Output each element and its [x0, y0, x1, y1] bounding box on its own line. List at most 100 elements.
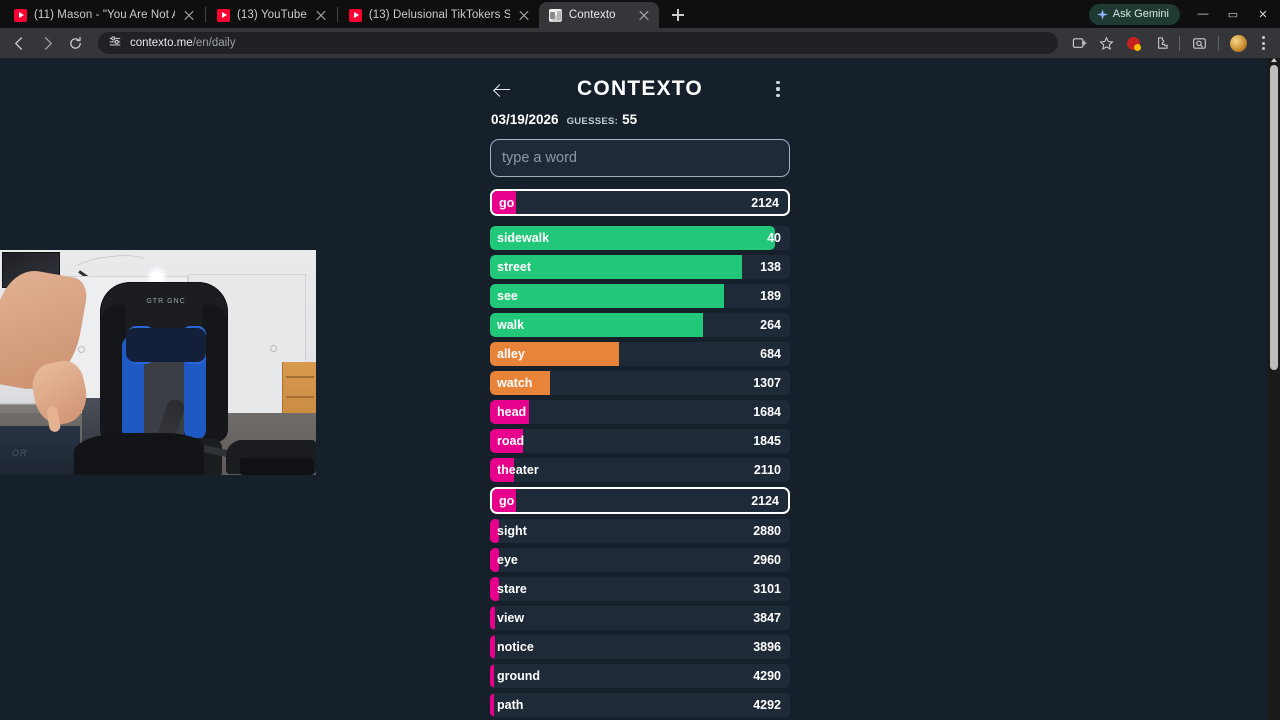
url-path: /en/daily — [192, 37, 236, 49]
url-text: contexto.me/en/daily — [130, 37, 236, 49]
scrollbar-thumb[interactable] — [1270, 65, 1278, 370]
guess-word: go — [499, 195, 515, 210]
url-domain: contexto.me — [130, 37, 193, 49]
guess-bar — [490, 400, 529, 424]
guess-rank: 1684 — [753, 405, 781, 419]
guess-bar — [490, 255, 742, 279]
guess-bar — [490, 458, 514, 482]
guess-bar — [490, 519, 499, 543]
guess-word: street — [497, 260, 532, 274]
back-icon[interactable] — [6, 30, 32, 56]
guess-bar — [490, 226, 775, 250]
address-bar[interactable]: contexto.me/en/daily — [98, 32, 1058, 54]
browser-tab-2[interactable]: (13) Delusional TikTokers Scam — [339, 2, 539, 28]
close-window-button[interactable]: ✕ — [1258, 8, 1268, 21]
site-settings-icon[interactable] — [108, 34, 122, 53]
guess-bar — [490, 664, 495, 688]
guess-bar — [490, 577, 499, 601]
guess-rank: 2110 — [753, 463, 781, 477]
extension-notification-icon[interactable] — [1120, 30, 1146, 56]
maximize-button[interactable]: ▭ — [1227, 8, 1239, 21]
browser-tab-1[interactable]: (13) YouTube — [207, 2, 336, 28]
guess-word: theater — [497, 463, 539, 477]
guess-word: ground — [497, 669, 541, 683]
guess-rank: 189 — [760, 289, 781, 303]
guess-rank: 3896 — [753, 640, 781, 654]
guess-word: stare — [497, 582, 527, 596]
search-tabs-icon[interactable] — [1186, 30, 1212, 56]
guess-bar — [490, 371, 550, 395]
guess-row: watch 1307 — [490, 371, 790, 395]
guess-row: sight 2880 — [490, 519, 790, 543]
profile-avatar[interactable] — [1225, 30, 1251, 56]
window-controls: Ask Gemini — ▭ ✕ — [1088, 0, 1280, 28]
youtube-favicon-icon — [217, 8, 230, 22]
guess-bar — [490, 548, 499, 572]
reload-icon[interactable] — [62, 30, 88, 56]
browser-tab-0[interactable]: (11) Mason - "You Are Not Alon — [4, 2, 204, 28]
guess-word: go — [499, 493, 515, 508]
guess-row: see 189 — [490, 284, 790, 308]
browser-tab-contexto[interactable]: Contexto — [538, 2, 659, 28]
back-arrow-icon[interactable] — [490, 77, 514, 101]
guess-row: notice 3896 — [490, 635, 790, 659]
tab-title: (11) Mason - "You Are Not Alon — [34, 9, 175, 21]
guess-rank: 684 — [760, 347, 781, 361]
page-viewport: CONTEXTO 03/19/2026 GUESSES: 55 go 2124 — [0, 58, 1280, 720]
chair-logo: GTR GNC — [146, 298, 186, 305]
guess-word: road — [497, 434, 525, 448]
youtube-favicon-icon — [348, 8, 362, 22]
forward-icon[interactable] — [34, 30, 60, 56]
word-input[interactable] — [490, 139, 790, 177]
guess-bar — [490, 606, 495, 630]
game-container: CONTEXTO 03/19/2026 GUESSES: 55 go 2124 — [490, 58, 790, 717]
page-scrollbar[interactable] — [1267, 58, 1280, 720]
guess-word: walk — [497, 318, 525, 332]
guess-rank: 2124 — [751, 195, 779, 210]
guess-rank: 2124 — [751, 493, 779, 508]
youtube-favicon-icon — [14, 8, 27, 22]
close-icon[interactable] — [637, 8, 651, 22]
guess-row: street 138 — [490, 255, 790, 279]
ask-gemini-button[interactable]: Ask Gemini — [1088, 3, 1180, 25]
guess-word: eye — [497, 553, 518, 567]
game-menu-icon[interactable] — [766, 77, 790, 101]
guess-row: alley 684 — [490, 342, 790, 366]
guess-rank: 2880 — [753, 524, 781, 538]
game-meta: 03/19/2026 GUESSES: 55 — [490, 112, 790, 127]
extensions-puzzle-icon[interactable] — [1147, 30, 1173, 56]
guess-rank: 1845 — [753, 434, 781, 448]
tab-divider — [336, 6, 338, 22]
guess-rank: 3101 — [753, 582, 781, 596]
game-date: 03/19/2026 — [491, 112, 559, 127]
guess-word: sight — [497, 524, 527, 538]
guesses-label: GUESSES: — [566, 116, 619, 127]
tab-title: (13) YouTube — [237, 9, 307, 21]
scroll-up-arrow-icon[interactable] — [1270, 58, 1277, 62]
guess-rank: 1307 — [753, 376, 781, 390]
guess-row: eye 2960 — [490, 548, 790, 572]
tab-divider — [205, 6, 206, 22]
close-icon[interactable] — [517, 8, 531, 22]
guess-list: sidewalk 40 street 138 see 189 walk 264 alley 684… — [490, 226, 790, 717]
close-icon[interactable] — [314, 8, 328, 22]
guess-bar — [490, 635, 495, 659]
guess-bar — [492, 489, 516, 512]
new-tab-button[interactable] — [665, 2, 691, 28]
game-header: CONTEXTO — [490, 72, 790, 106]
minimize-button[interactable]: — — [1197, 8, 1209, 20]
guesses-count: 55 — [622, 112, 638, 127]
guess-rank: 2960 — [753, 553, 781, 567]
guess-bar — [490, 342, 619, 366]
webcam-overlay: GTR GNC OR — [0, 250, 316, 475]
contexto-page: CONTEXTO 03/19/2026 GUESSES: 55 go 2124 — [0, 58, 1280, 720]
close-icon[interactable] — [182, 8, 196, 22]
toolbar-actions — [1066, 30, 1274, 56]
bookmark-star-icon[interactable] — [1093, 30, 1119, 56]
guess-rank: 4290 — [753, 669, 781, 683]
guess-row-pinned: go 2124 — [490, 189, 790, 216]
guess-row: view 3847 — [490, 606, 790, 630]
browser-menu-icon[interactable] — [1252, 31, 1274, 55]
install-app-icon[interactable] — [1066, 30, 1092, 56]
